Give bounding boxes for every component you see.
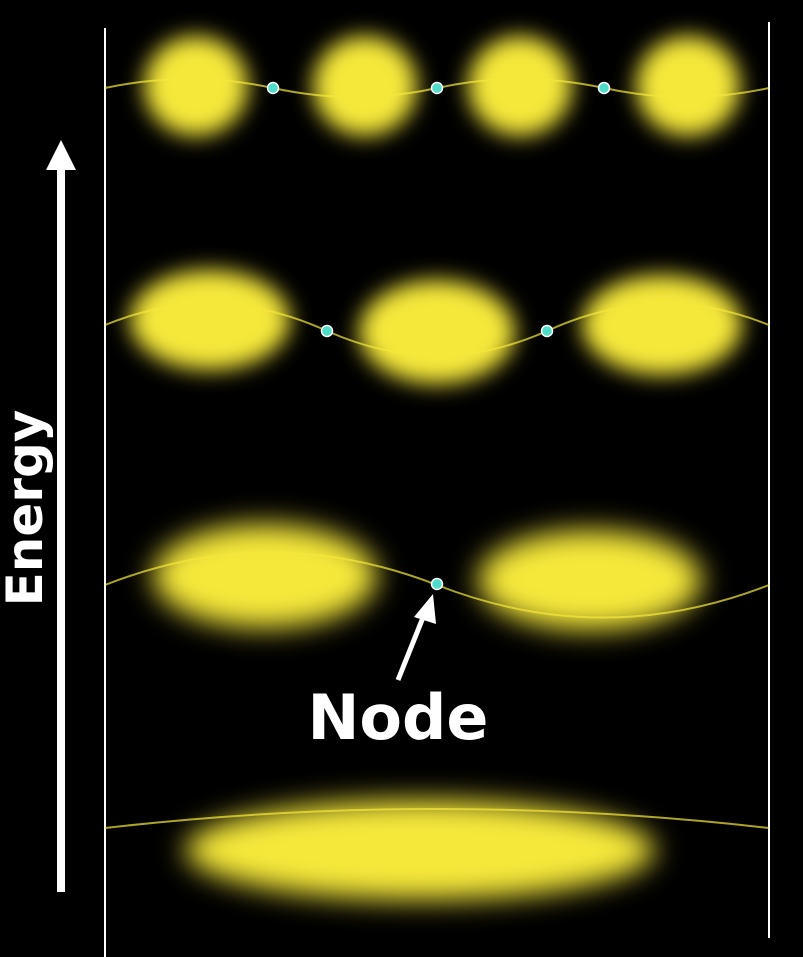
node-label: Node (308, 681, 489, 754)
node-point (320, 324, 334, 338)
lobe (582, 275, 742, 375)
wavefunction-level-3 (104, 270, 770, 384)
node-pointer-arrow-shaft (395, 609, 429, 681)
wavefunction-level-1 (104, 800, 770, 900)
lobe (153, 524, 377, 628)
lobe (478, 530, 702, 630)
node-pointer-arrow-head-icon (414, 594, 436, 624)
lobe (313, 36, 417, 136)
wavefunction-level-2 (104, 524, 770, 630)
lobe (130, 270, 290, 370)
node-annotation: Node (308, 594, 489, 754)
lobe (359, 280, 515, 384)
wavefunction-level-4 (104, 36, 770, 136)
node-point (597, 81, 611, 95)
node-point (430, 81, 444, 95)
node-point (430, 577, 444, 591)
node-point (266, 81, 280, 95)
energy-axis: Energy (0, 140, 76, 892)
lobe (636, 36, 740, 136)
lobe (144, 36, 248, 136)
energy-axis-label: Energy (0, 410, 54, 607)
lobe (185, 800, 655, 900)
node-point (540, 324, 554, 338)
lobe (468, 36, 572, 136)
energy-arrow-head-icon (46, 140, 76, 170)
